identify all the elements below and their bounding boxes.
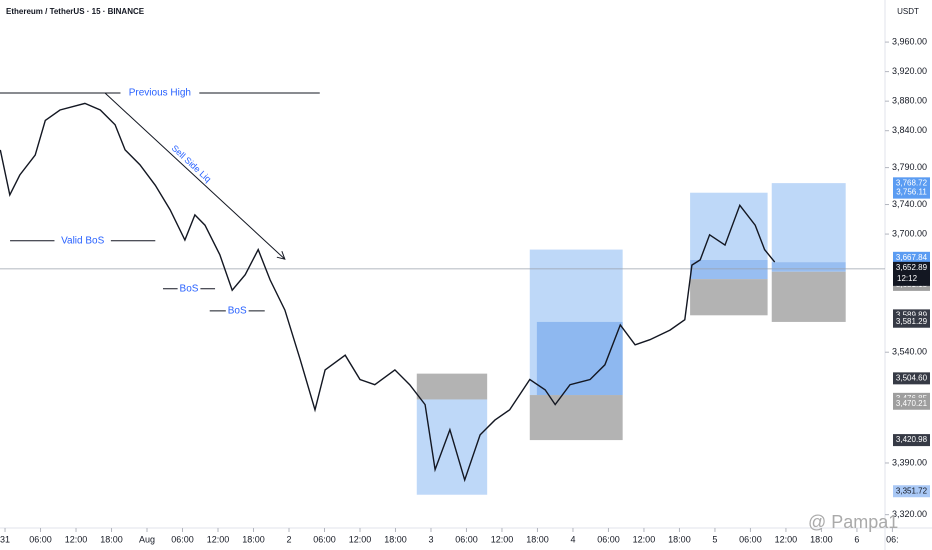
y-tick-label: 3,840.00 [892, 125, 927, 135]
price-label: 3,768.72 [896, 178, 928, 187]
trendline-arrow [276, 251, 286, 260]
x-tick-label: 06:00 [171, 534, 194, 544]
x-tick-label: 12:00 [349, 534, 372, 544]
annotation-label: BoS [180, 283, 199, 294]
x-tick-label: 12:00 [775, 534, 798, 544]
annotation-label-bg [54, 234, 111, 247]
price-label-bg [893, 372, 930, 385]
x-tick-label: 12:00 [633, 534, 656, 544]
price-label-bg [893, 397, 930, 410]
x-tick-label: 12:00 [491, 534, 514, 544]
position-zone [690, 279, 768, 316]
x-tick-label: Aug [139, 534, 155, 544]
price-label: 3,351.72 [896, 486, 928, 495]
x-tick-label: 18:00 [242, 534, 265, 544]
x-tick-label: 06:00 [313, 534, 336, 544]
price-label: 3,504.60 [896, 373, 928, 382]
y-tick-label: 3,880.00 [892, 96, 927, 106]
position-zone [529, 395, 623, 441]
annotation-label: BoS [228, 306, 247, 317]
annotation-label: Previous High [129, 88, 191, 99]
chart-title: Ethereum / TetherUS · 15 · BINANCE [6, 7, 145, 16]
x-tick-label: 31 [0, 534, 10, 544]
price-label-bg [893, 315, 930, 328]
trendline [104, 92, 286, 260]
x-tick-label: 2 [286, 534, 291, 544]
annotation-label: Valid BoS [61, 235, 105, 246]
position-zone [771, 271, 846, 322]
annotation-label-bg [225, 304, 249, 317]
current-price-bg [893, 261, 930, 286]
x-tick-label: 18:00 [526, 534, 549, 544]
x-tick-label: 12:00 [207, 534, 230, 544]
x-tick-label: 06: [886, 534, 899, 544]
x-tick-label: 18:00 [810, 534, 833, 544]
x-tick-label: 4 [570, 534, 575, 544]
y-tick-label: 3,920.00 [892, 66, 927, 76]
x-tick-label: 18:00 [384, 534, 407, 544]
y-tick-label: 3,540.00 [892, 347, 927, 357]
price-label: 3,667.84 [896, 253, 928, 262]
y-tick-label: 3,390.00 [892, 457, 927, 467]
price-label-bg [893, 177, 930, 190]
x-tick-label: 06:00 [455, 534, 478, 544]
x-tick-label: 18:00 [668, 534, 691, 544]
axis-unit: USDT [897, 7, 919, 16]
y-tick-label: 3,320.00 [892, 509, 927, 519]
x-tick-label: 5 [712, 534, 717, 544]
price-line [0, 102, 776, 483]
y-tick-label: 3,960.00 [892, 36, 927, 46]
x-tick-label: 6 [854, 534, 859, 544]
position-zone [416, 373, 488, 400]
y-tick-label: 3,700.00 [892, 228, 927, 238]
current-price-label: 3,652.89 [896, 263, 928, 272]
annotation-label-bg [120, 87, 200, 100]
watermark: @ Pampa1 [808, 512, 898, 532]
price-label: 3,756.11 [896, 188, 927, 197]
x-tick-label: 12:00 [65, 534, 88, 544]
price-label: 3,589.89 [896, 310, 928, 319]
price-label: 3,420.98 [896, 435, 928, 444]
x-tick-label: 06:00 [597, 534, 620, 544]
x-tick-label: 06:00 [739, 534, 762, 544]
position-zone [690, 259, 768, 280]
price-label: 3,470.21 [896, 399, 928, 408]
price-label-bg [893, 186, 930, 199]
price-label-bg [893, 434, 930, 447]
position-zone [771, 183, 846, 263]
y-tick-label: 3,740.00 [892, 199, 927, 209]
position-zone [690, 192, 768, 260]
position-zone [771, 262, 846, 272]
price-label-bg [893, 485, 930, 498]
annotation-label-bg [177, 282, 201, 295]
x-tick-label: 06:00 [29, 534, 52, 544]
x-tick-label: 18:00 [100, 534, 123, 544]
countdown-label: 12:12 [897, 274, 918, 283]
x-tick-label: 3 [428, 534, 433, 544]
price-label-bg [893, 251, 930, 264]
y-tick-label: 3,790.00 [892, 162, 927, 172]
price-label: 3,581.29 [896, 317, 928, 326]
position-zone [536, 321, 623, 396]
